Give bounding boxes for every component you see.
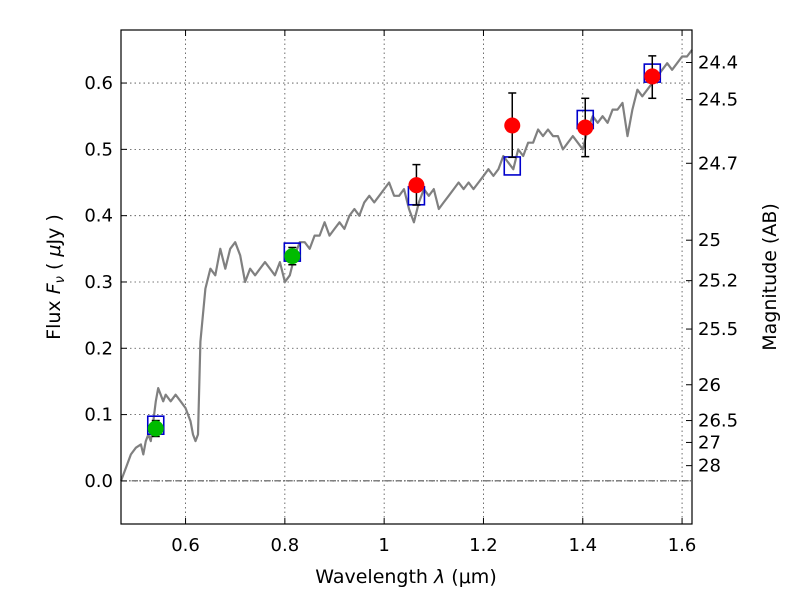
ticks-layer: 0.6 0.8 1 1.2 1.4 1.6 0.0 0.1 0.2 0.3 0.4 0.5 0.6 24.… bbox=[84, 30, 738, 556]
mag-tick-label: 24.7 bbox=[698, 153, 738, 174]
x-tick-label: 1 bbox=[378, 535, 389, 556]
mag-tick-label: 26 bbox=[698, 375, 721, 396]
y-tick-label: 0.5 bbox=[84, 139, 113, 160]
mag-tick-label: 24.5 bbox=[698, 90, 738, 111]
x-tick-label: 0.6 bbox=[171, 535, 200, 556]
observed-point bbox=[504, 117, 521, 134]
grid-lines bbox=[121, 30, 692, 524]
x-tick-label: 1.6 bbox=[668, 535, 697, 556]
observed-point bbox=[408, 177, 425, 194]
mag-tick-label: 27 bbox=[698, 432, 721, 453]
observed-point bbox=[284, 248, 301, 265]
observed-point bbox=[577, 119, 594, 136]
mag-tick-label: 26.5 bbox=[698, 411, 738, 432]
y-tick-label: 0.4 bbox=[84, 206, 113, 227]
x-axis-label: Wavelength λ (μm) bbox=[315, 566, 496, 588]
mag-tick-label: 25 bbox=[698, 230, 721, 251]
x-tick-label: 1.4 bbox=[568, 535, 597, 556]
y-tick-label: 0.1 bbox=[84, 405, 113, 426]
x-tick-label: 1.2 bbox=[469, 535, 498, 556]
observed-point bbox=[644, 68, 661, 85]
y-tick-label: 0.0 bbox=[84, 471, 113, 492]
mag-tick-label: 25.2 bbox=[698, 271, 738, 292]
mag-tick-label: 25.5 bbox=[698, 319, 738, 340]
spectrum-line bbox=[119, 49, 693, 482]
y2-axis-label: Magnitude (AB) bbox=[759, 203, 781, 351]
y-axis-label: Flux Fν ( μJy ) bbox=[43, 214, 68, 340]
mag-tick-label: 24.4 bbox=[698, 52, 738, 73]
plot-frame bbox=[120, 29, 693, 525]
y-tick-label: 0.2 bbox=[84, 338, 113, 359]
mag-tick-label: 28 bbox=[698, 456, 721, 477]
x-tick-label: 0.8 bbox=[271, 535, 300, 556]
y-tick-label: 0.3 bbox=[84, 272, 113, 293]
observed-point bbox=[147, 420, 164, 437]
y-tick-label: 0.6 bbox=[84, 73, 113, 94]
